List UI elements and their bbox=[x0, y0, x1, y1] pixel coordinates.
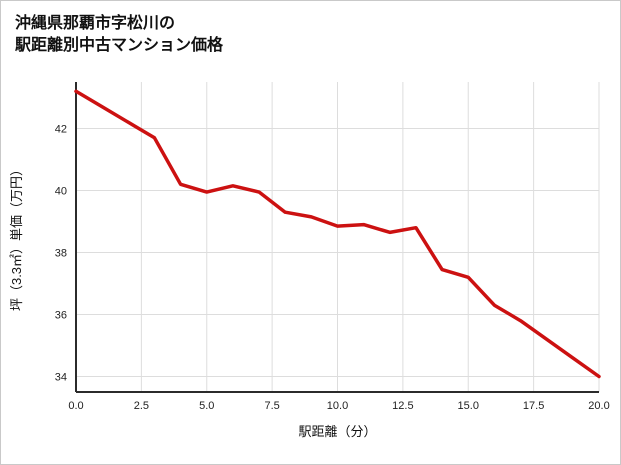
chart-title-line1: 沖縄県那覇市字松川の bbox=[15, 15, 176, 32]
x-tick-label: 2.5 bbox=[134, 400, 149, 412]
x-tick-label: 5.0 bbox=[199, 400, 214, 412]
y-tick-label: 36 bbox=[55, 310, 67, 322]
x-tick-label: 12.5 bbox=[392, 400, 413, 412]
x-tick-label: 10.0 bbox=[327, 400, 348, 412]
x-tick-label: 0.0 bbox=[68, 400, 83, 412]
chart-title: 沖縄県那覇市字松川の 駅距離別中古マンション価格 bbox=[1, 1, 620, 56]
y-tick-label: 42 bbox=[55, 124, 67, 136]
y-tick-label: 40 bbox=[55, 186, 67, 198]
y-tick-label: 34 bbox=[55, 372, 67, 384]
y-axis-label: 坪（3.3㎡）単価（万円） bbox=[9, 163, 24, 311]
x-tick-label: 15.0 bbox=[458, 400, 479, 412]
x-tick-label: 20.0 bbox=[588, 400, 609, 412]
y-tick-label: 38 bbox=[55, 248, 67, 260]
x-tick-label: 17.5 bbox=[523, 400, 544, 412]
x-axis-label: 駅距離（分） bbox=[298, 424, 376, 439]
line-chart: 0.0 2.5 5.0 7.5 10.0 12.5 15.0 17.5 20.0 34 36 38 40… bbox=[9, 82, 610, 439]
price-line bbox=[74, 89, 601, 379]
x-tick-label: 7.5 bbox=[264, 400, 279, 412]
chart-title-line2: 駅距離別中古マンション価格 bbox=[15, 36, 224, 54]
